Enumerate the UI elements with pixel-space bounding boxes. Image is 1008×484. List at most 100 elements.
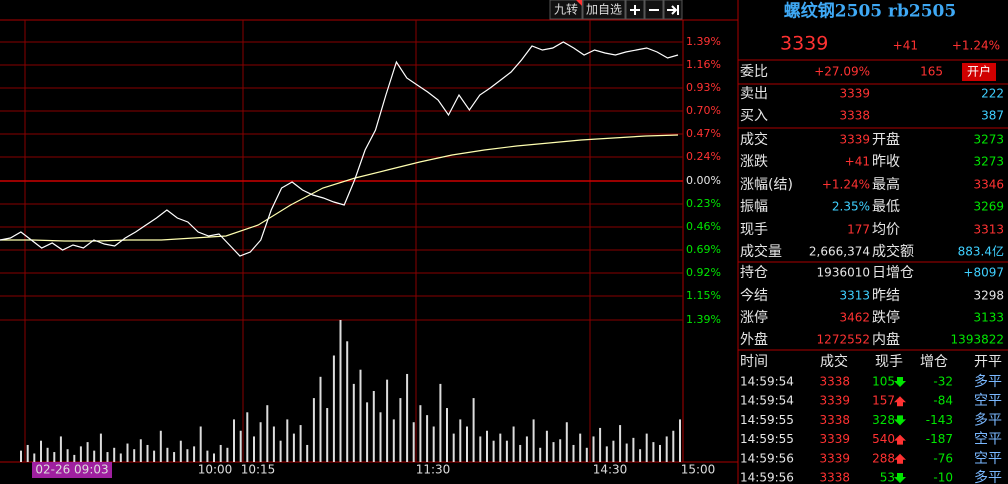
volume-bar: [40, 440, 42, 462]
y-tick-label: 0.92%: [686, 266, 721, 279]
quote-label: 最低: [872, 199, 900, 215]
trade-price: 3339: [819, 451, 850, 465]
quote-value: 222: [981, 87, 1004, 101]
volume-bar: [645, 433, 648, 462]
y-tick-label: 0.47%: [686, 127, 721, 140]
y-tick-label: 1.39%: [686, 313, 721, 326]
volume-bar: [419, 405, 422, 462]
quote-label: 日增仓: [872, 265, 914, 281]
trade-type: 多平: [974, 373, 1002, 390]
volume-bar: [392, 419, 395, 462]
volume-bar: [99, 433, 102, 462]
volume-bar: [346, 341, 349, 462]
quote-label: 最高: [872, 176, 900, 193]
trade-time: 14:59:55: [740, 432, 794, 446]
trade-type: 多平: [974, 411, 1002, 428]
volume-bar: [452, 433, 455, 462]
quote-value: 3269: [973, 200, 1004, 214]
quote-value: +1.24%: [822, 178, 870, 192]
volume-bar: [605, 446, 608, 462]
volume-bar: [532, 419, 535, 462]
button[interactable]: [549, 0, 583, 20]
volume-bar: [439, 383, 442, 462]
trade-volume: 328: [872, 413, 895, 427]
volume-bar: [406, 373, 409, 462]
y-tick-label: 1.16%: [686, 58, 721, 71]
volume-bar: [179, 440, 182, 462]
trade-time: 14:59:56: [740, 451, 794, 465]
volume-bar: [159, 430, 162, 462]
volume-bar: [206, 450, 209, 462]
button-label[interactable]: 九转: [554, 2, 578, 17]
end-icon: [667, 5, 679, 15]
quote-label: 跌停: [872, 309, 900, 326]
y-tick-label: 1.15%: [686, 289, 721, 302]
quote-value: 3133: [973, 311, 1004, 325]
quote-value: 3298: [973, 289, 1004, 303]
arrow-down: [894, 415, 906, 426]
quote-value: 3346: [973, 178, 1004, 192]
volume-bar: [519, 444, 522, 462]
volume-bar: [246, 412, 249, 462]
trade-time: 14:59:54: [740, 375, 794, 389]
volume-bar: [659, 444, 661, 462]
volume-bar: [272, 426, 275, 462]
trade-time: 14:59:56: [740, 471, 794, 484]
button-label[interactable]: 加自选: [586, 3, 622, 17]
volume-bar: [233, 419, 235, 462]
volume-bar: [446, 408, 448, 462]
volume-bar: [119, 453, 122, 462]
quote-value: 3339: [839, 87, 870, 101]
trade-type: 空平: [974, 451, 1002, 467]
y-tick-label: 0.70%: [686, 104, 721, 117]
volume-bar: [432, 426, 435, 462]
volume-bar: [652, 442, 655, 462]
y-tick-label: 1.39%: [686, 35, 721, 48]
volume-bar: [426, 415, 429, 462]
quote-value: 3273: [973, 155, 1004, 169]
volume-bar: [66, 449, 69, 462]
quote-value: 2,666,374: [809, 245, 870, 259]
average-line: [0, 134, 679, 242]
volume-bar: [326, 408, 329, 462]
quote-label: 成交额: [872, 243, 914, 260]
trade-time: 14:59:55: [740, 413, 794, 427]
volume-bar: [665, 436, 668, 462]
volume-bar: [679, 419, 681, 462]
trade-price: 3339: [819, 394, 850, 408]
y-tick-label: 0.23%: [686, 197, 721, 210]
trade-header: 开平: [974, 354, 1002, 370]
quote-label: 卖出: [740, 86, 768, 102]
x-tick-label: 10:15: [241, 463, 276, 477]
y-tick-label: 0.93%: [686, 81, 721, 94]
volume-bar: [525, 436, 528, 462]
volume-bar: [632, 437, 635, 462]
volume-bar: [319, 376, 322, 462]
volume-bar: [219, 444, 222, 462]
quote-value: 1272552: [817, 333, 870, 347]
button[interactable]: [582, 0, 626, 20]
volume-bar: [139, 439, 142, 462]
volume-bar: [53, 452, 56, 462]
volume-bar: [539, 447, 542, 462]
button-label[interactable]: 开户: [967, 64, 991, 79]
quote-label: 成交量: [740, 243, 782, 260]
x-tick-label: 02-26 09:03: [35, 463, 108, 477]
volume-bar: [599, 427, 602, 462]
volume-bar: [279, 440, 282, 462]
volume-bar: [173, 452, 176, 462]
open-account-button[interactable]: [962, 63, 996, 81]
volume-bar: [126, 443, 129, 462]
volume-bar: [106, 452, 109, 462]
quote-label: 今结: [740, 288, 768, 304]
trade-price: 3338: [819, 471, 850, 484]
volume-bar: [253, 436, 255, 462]
change: +41: [893, 39, 918, 53]
trade-oi: -187: [926, 432, 953, 446]
x-tick-label: 14:30: [593, 463, 628, 477]
volume-bar: [505, 440, 508, 462]
volume-bar: [359, 369, 362, 462]
volume-bar: [472, 398, 475, 462]
trade-price: 3338: [819, 413, 850, 427]
